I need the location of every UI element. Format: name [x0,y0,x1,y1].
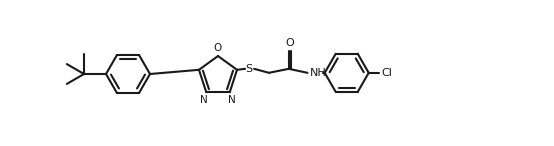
Text: NH: NH [310,68,326,78]
Text: Cl: Cl [382,68,393,78]
Text: O: O [286,38,295,48]
Text: N: N [201,95,208,105]
Text: N: N [228,95,235,105]
Text: S: S [245,64,253,74]
Text: O: O [214,43,222,53]
